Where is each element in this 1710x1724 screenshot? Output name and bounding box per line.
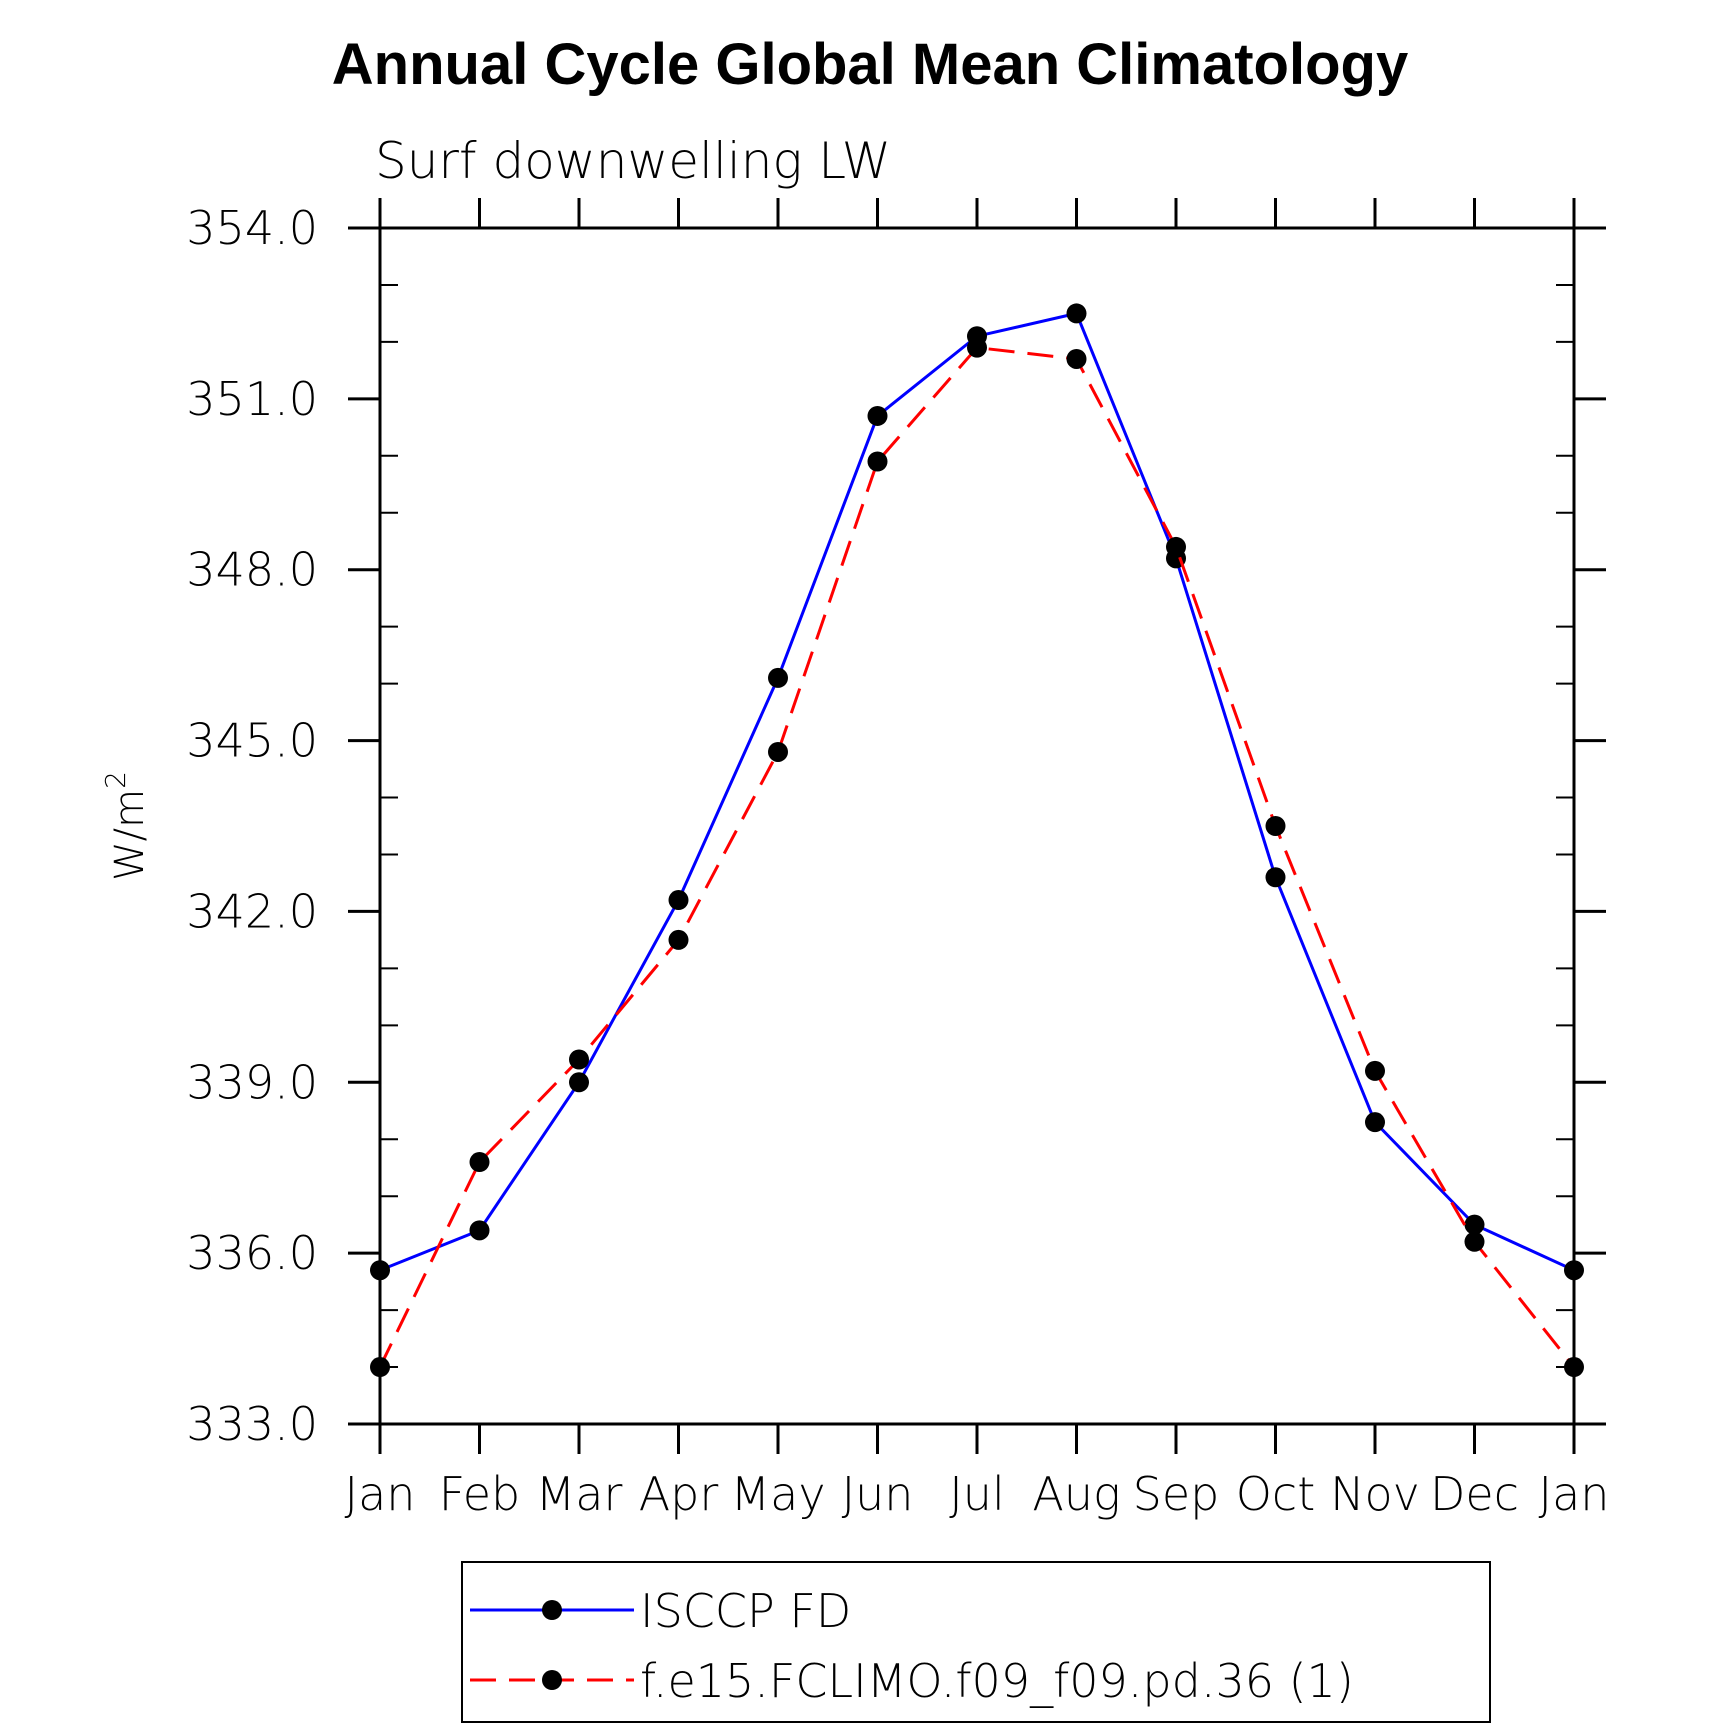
data-point — [1464, 1214, 1485, 1235]
x-tick-label: Jul — [949, 1467, 1005, 1521]
data-point — [1365, 1112, 1385, 1133]
series-layer — [370, 303, 1584, 1378]
x-tick-label: Nov — [1330, 1467, 1420, 1521]
data-point — [1265, 816, 1286, 836]
legend-label: ISCCP FD — [640, 1584, 851, 1638]
y-axis-label-superscript: 2 — [99, 771, 132, 789]
series-1 — [370, 303, 1584, 1281]
legend-swatch-marker — [542, 1600, 562, 1620]
y-tick-label: 351.0 — [186, 372, 318, 426]
y-axis-label: W/m2 — [99, 771, 153, 881]
data-point — [1464, 1231, 1485, 1252]
x-tick-label: Apr — [639, 1467, 719, 1521]
x-tick-label: Aug — [1032, 1467, 1120, 1521]
data-point — [768, 667, 788, 688]
data-point — [867, 451, 888, 472]
data-point — [1564, 1260, 1584, 1281]
chart-subtitle: Surf downwelling LW — [375, 132, 891, 190]
y-tick-label: 333.0 — [186, 1397, 318, 1451]
x-tick-label: Mar — [536, 1467, 623, 1521]
x-tick-label: Jan — [345, 1467, 416, 1521]
data-point — [370, 1260, 390, 1281]
legend-label: f.e15.FCLIMO.f09_f09.pd.36 (1) — [640, 1654, 1354, 1708]
data-point — [768, 741, 788, 762]
y-tick-label: 336.0 — [186, 1226, 318, 1280]
axes: 333.0 336.0 339.0 342.0 345.0 348.0 351.0 354.0… — [186, 198, 1609, 1521]
data-point — [1066, 348, 1087, 369]
data-point — [569, 1072, 589, 1093]
x-tick-label: Dec — [1430, 1467, 1519, 1521]
legend-entries: ISCCP FD f.e15.FCLIMO.f09_f09.pd.36 (1) — [470, 1584, 1354, 1708]
legend-box — [461, 1561, 1491, 1723]
data-point — [469, 1220, 490, 1241]
x-tick-label: Sep — [1133, 1467, 1220, 1521]
legend-entry: f.e15.FCLIMO.f09_f09.pd.36 (1) — [470, 1654, 1354, 1708]
data-point — [569, 1049, 589, 1070]
data-point — [1365, 1060, 1385, 1081]
series-line — [379, 311, 1575, 1272]
x-tick-label: Jun — [842, 1467, 914, 1521]
y-axis-label-text: W/m — [107, 789, 153, 881]
data-point — [1564, 1357, 1584, 1378]
data-point — [370, 1357, 390, 1378]
y-tick-label: 345.0 — [186, 714, 318, 768]
x-tick-label: May — [730, 1467, 825, 1521]
y-tick-label: 348.0 — [186, 543, 318, 597]
chart-title: Annual Cycle Global Mean Climatology — [332, 32, 1408, 97]
data-point — [867, 405, 888, 426]
y-tick-label: 354.0 — [186, 201, 318, 255]
y-tick-label: 339.0 — [186, 1055, 318, 1109]
series-line — [378, 346, 1576, 1368]
plot-frame — [378, 226, 1576, 1426]
series-2 — [370, 337, 1584, 1378]
data-point — [1265, 867, 1286, 888]
x-tick-label: Feb — [439, 1467, 520, 1521]
legend-swatch-marker — [542, 1670, 562, 1690]
x-tick-label: Oct — [1236, 1467, 1316, 1521]
legend: ISCCP FD f.e15.FCLIMO.f09_f09.pd.36 (1) — [461, 1561, 1491, 1723]
x-tick-label: Jan — [1539, 1467, 1610, 1521]
data-point — [668, 890, 689, 911]
y-tick-label: 342.0 — [186, 884, 318, 938]
legend-entry: ISCCP FD — [470, 1584, 851, 1638]
data-point — [469, 1152, 490, 1173]
data-point — [1066, 303, 1087, 324]
data-point — [967, 337, 987, 358]
data-point — [1166, 536, 1186, 557]
data-point — [668, 929, 689, 950]
